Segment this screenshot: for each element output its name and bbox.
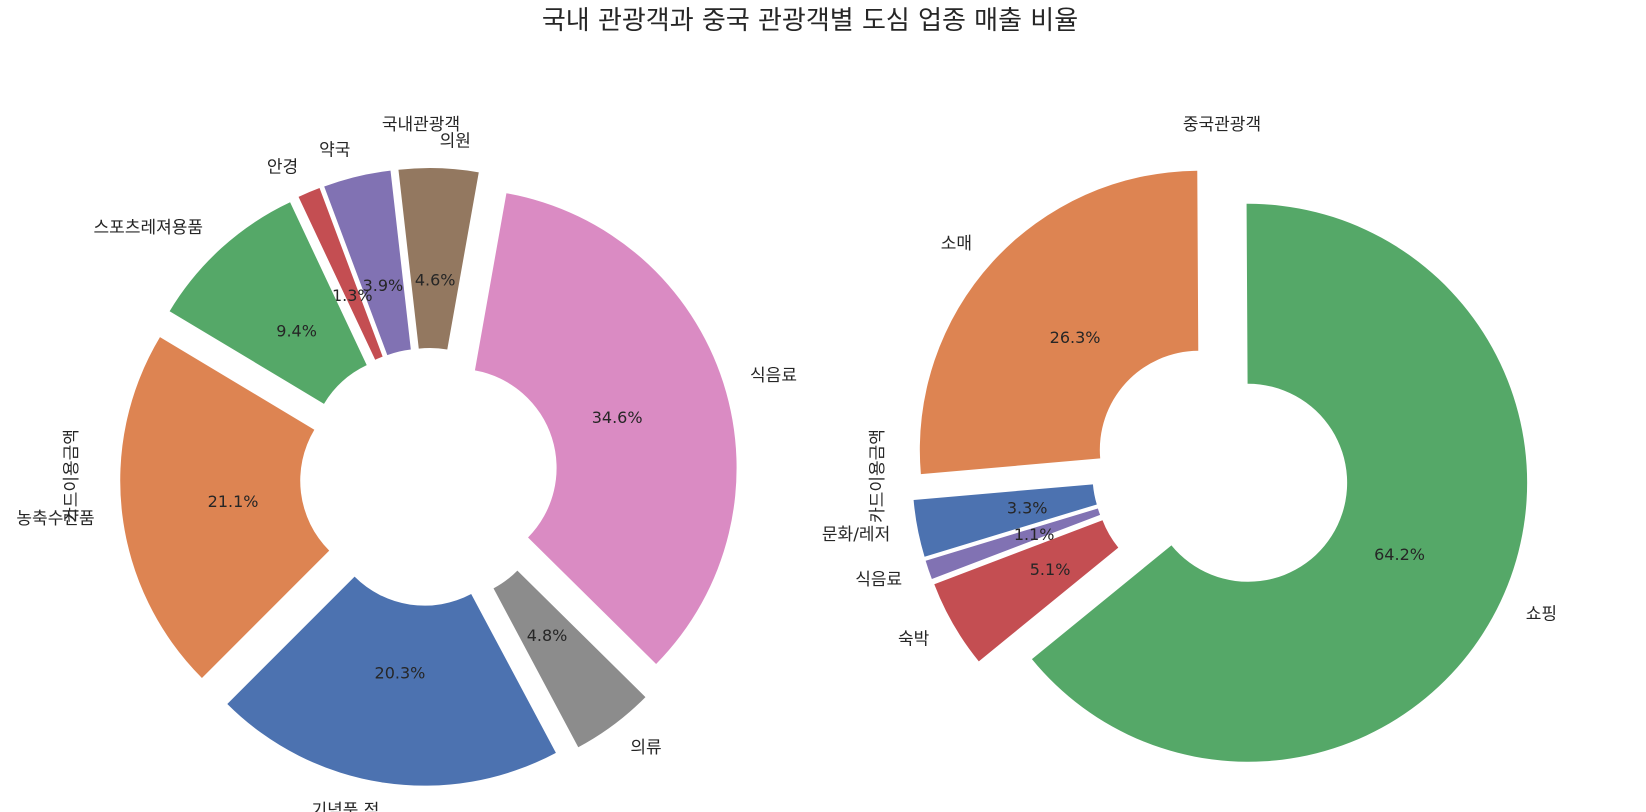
slice-label-domestic-1: 의류 [630,738,661,758]
slice-percent-domestic-1: 4.8% [527,626,568,645]
slice-percent-domestic-0: 20.3% [375,663,426,682]
pie-slice-domestic-2 [474,193,737,664]
pie-chart-china: 중국관광객 카드이용금액 문화/레저 3.3% 식음료 1.1% 숙박 5.1% 쇼핑 64.… [822,115,1557,762]
pie-slice-domestic-6 [169,202,367,404]
slice-percent-china-2: 5.1% [1030,560,1071,579]
slice-label-domestic-2: 식음료 [750,366,797,386]
pie-slice-china-4 [919,170,1199,475]
slice-label-domestic-0: 기념품 점 [311,801,379,812]
pie-slice-domestic-4 [324,170,411,356]
slice-label-domestic-4: 약국 [319,140,350,160]
pie-slice-domestic-0 [227,576,556,786]
slice-percent-domestic-3: 4.6% [415,271,456,290]
chart-title-china: 중국관광객 [1183,115,1261,135]
slice-percent-china-3: 64.2% [1374,545,1425,564]
pie-slice-domestic-5 [298,188,383,360]
pie-slice-china-1 [925,508,1101,579]
slice-percent-china-0: 3.3% [1007,498,1048,517]
figure-title: 국내 관광객과 중국 관광객별 도심 업종 매출 비율 [542,6,1078,36]
slice-percent-domestic-2: 34.6% [592,408,643,427]
slice-percent-domestic-4: 3.9% [363,276,404,295]
pie-domestic-slices: 기념품 점 20.3% 의류 4.8% 식음료 34.6% 의원 4.6% 약국 3.9% 안경 1.… [16,131,797,812]
slice-label-domestic-6: 스포츠레져용품 [94,218,203,238]
pie-chart-domestic: 국내관광객 카드이용금액 기념품 점 20.3% 의류 4.8% 식음료 34.6% 의원 4… [16,115,797,812]
pie-slice-china-2 [934,520,1119,662]
slice-label-domestic-7: 농축수산품 [16,509,94,529]
slice-label-china-3: 쇼핑 [1526,605,1557,625]
pie-slice-domestic-3 [398,168,479,350]
slice-label-china-4: 소매 [941,234,972,254]
slice-percent-china-4: 26.3% [1050,328,1101,347]
pie-slice-china-0 [913,484,1097,557]
slice-percent-domestic-5: 1.3% [332,286,373,305]
slice-percent-china-1: 1.1% [1014,525,1055,544]
slice-percent-domestic-7: 21.1% [208,492,259,511]
slice-percent-domestic-6: 9.4% [276,322,317,341]
slice-label-domestic-5: 안경 [267,158,298,178]
pie-china-slices: 문화/레저 3.3% 식음료 1.1% 숙박 5.1% 쇼핑 64.2% 소매 26.3% [822,170,1557,762]
slice-label-china-1: 식음료 [855,570,902,590]
pie-slice-domestic-1 [493,570,646,748]
slice-label-china-0: 문화/레저 [822,525,890,545]
slice-label-china-2: 숙박 [898,630,930,650]
pie-slice-china-3 [1031,203,1528,762]
y-axis-label-domestic: 카드이용금액 [62,429,82,523]
chart-title-domestic: 국내관광객 [382,115,460,135]
pie-slice-domestic-7 [120,337,330,678]
slice-label-domestic-3: 의원 [440,131,471,151]
y-axis-label-china: 카드이용금액 [868,429,888,523]
